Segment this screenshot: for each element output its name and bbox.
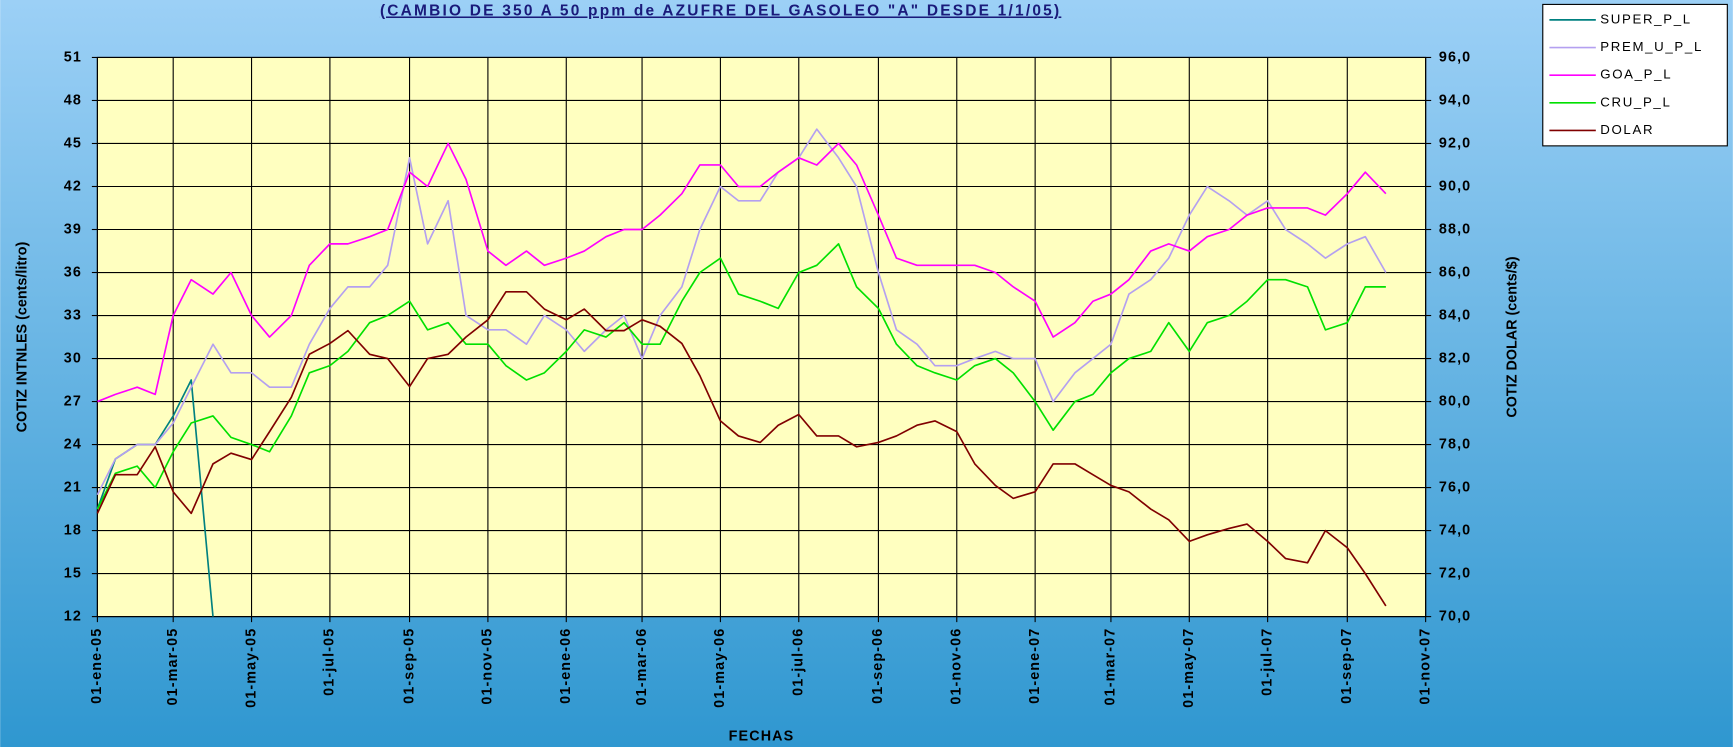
y2-tick-label: 72,0	[1439, 565, 1471, 581]
y2-tick-label: 82,0	[1439, 350, 1471, 366]
y2-tick-label: 86,0	[1439, 264, 1471, 280]
y-tick-label: 42	[64, 178, 82, 194]
y-axis-title: COTIZ INTNLES (cents/litro)	[15, 241, 31, 432]
legend-label: DOLAR	[1600, 122, 1654, 137]
y2-tick-label: 90,0	[1439, 178, 1471, 194]
chart-title: (CAMBIO DE 350 A 50 ppm de AZUFRE DEL GA…	[380, 2, 1061, 19]
y2-tick-label: 84,0	[1439, 307, 1471, 323]
y2-tick-label: 94,0	[1439, 92, 1471, 108]
series-line	[96, 243, 1386, 510]
series-line	[96, 291, 1387, 607]
legend-label: PREM_U_P_L	[1600, 39, 1703, 54]
y2-tick-label: 80,0	[1439, 393, 1471, 409]
x-tick-label: 01-may-07	[1181, 628, 1197, 708]
y2-axis-title: COTIZ DOLAR (cents/$)	[1504, 256, 1520, 417]
x-tick-label: 01-sep-07	[1339, 628, 1355, 704]
y2-tick-label: 78,0	[1439, 436, 1471, 452]
x-axis-title: FECHAS	[729, 728, 795, 744]
y2-tick-label: 70,0	[1439, 608, 1471, 624]
series-line	[97, 142, 1387, 403]
x-tick-label: 01-ene-07	[1027, 628, 1043, 704]
legend-label: SUPER_P_L	[1600, 11, 1692, 26]
legend-label: CRU_P_L	[1600, 94, 1671, 109]
x-tick-label: 01-mar-05	[165, 628, 181, 706]
y-tick-label: 39	[64, 221, 82, 237]
y-tick-label: 33	[64, 307, 82, 323]
y2-tick-label: 92,0	[1439, 135, 1471, 151]
x-tick-label: 01-mar-07	[1103, 628, 1119, 706]
y2-tick-label: 74,0	[1439, 522, 1471, 538]
y2-tick-label: 96,0	[1439, 49, 1471, 65]
y-tick-label: 51	[64, 49, 82, 65]
y-tick-label: 18	[64, 522, 82, 538]
plot-area	[96, 56, 1427, 618]
y2-tick-label: 88,0	[1439, 221, 1471, 237]
y-tick-label: 27	[64, 393, 82, 409]
x-tick-label: 01-ene-05	[89, 628, 105, 704]
x-tick-label: 01-jul-06	[791, 628, 807, 696]
x-tick-label: 01-may-05	[243, 628, 259, 708]
y-tick-label: 45	[64, 135, 82, 151]
y-tick-label: 12	[64, 608, 82, 624]
y2-tick-label: 76,0	[1439, 479, 1471, 495]
x-tick-label: 01-nov-06	[949, 628, 965, 705]
x-tick-label: 01-may-06	[712, 628, 728, 708]
y-tick-label: 24	[64, 436, 82, 452]
x-tick-label: 01-nov-05	[480, 628, 496, 705]
legend-label: GOA_P_L	[1600, 67, 1672, 82]
series-line	[96, 128, 1387, 496]
x-tick-label: 01-sep-06	[870, 628, 886, 704]
x-tick-label: 01-sep-05	[401, 628, 417, 704]
x-tick-label: 01-jul-07	[1259, 628, 1275, 696]
y-tick-label: 30	[64, 350, 82, 366]
y-tick-label: 48	[64, 92, 82, 108]
x-tick-label: 01-nov-07	[1417, 628, 1433, 705]
x-tick-label: 01-jul-05	[322, 628, 338, 696]
x-tick-label: 01-mar-06	[634, 628, 650, 706]
plot-background	[96, 56, 1427, 618]
y-tick-label: 21	[64, 479, 82, 495]
x-tick-label: 01-ene-06	[558, 628, 574, 704]
y-tick-label: 15	[64, 565, 82, 581]
y-tick-label: 36	[64, 264, 82, 280]
